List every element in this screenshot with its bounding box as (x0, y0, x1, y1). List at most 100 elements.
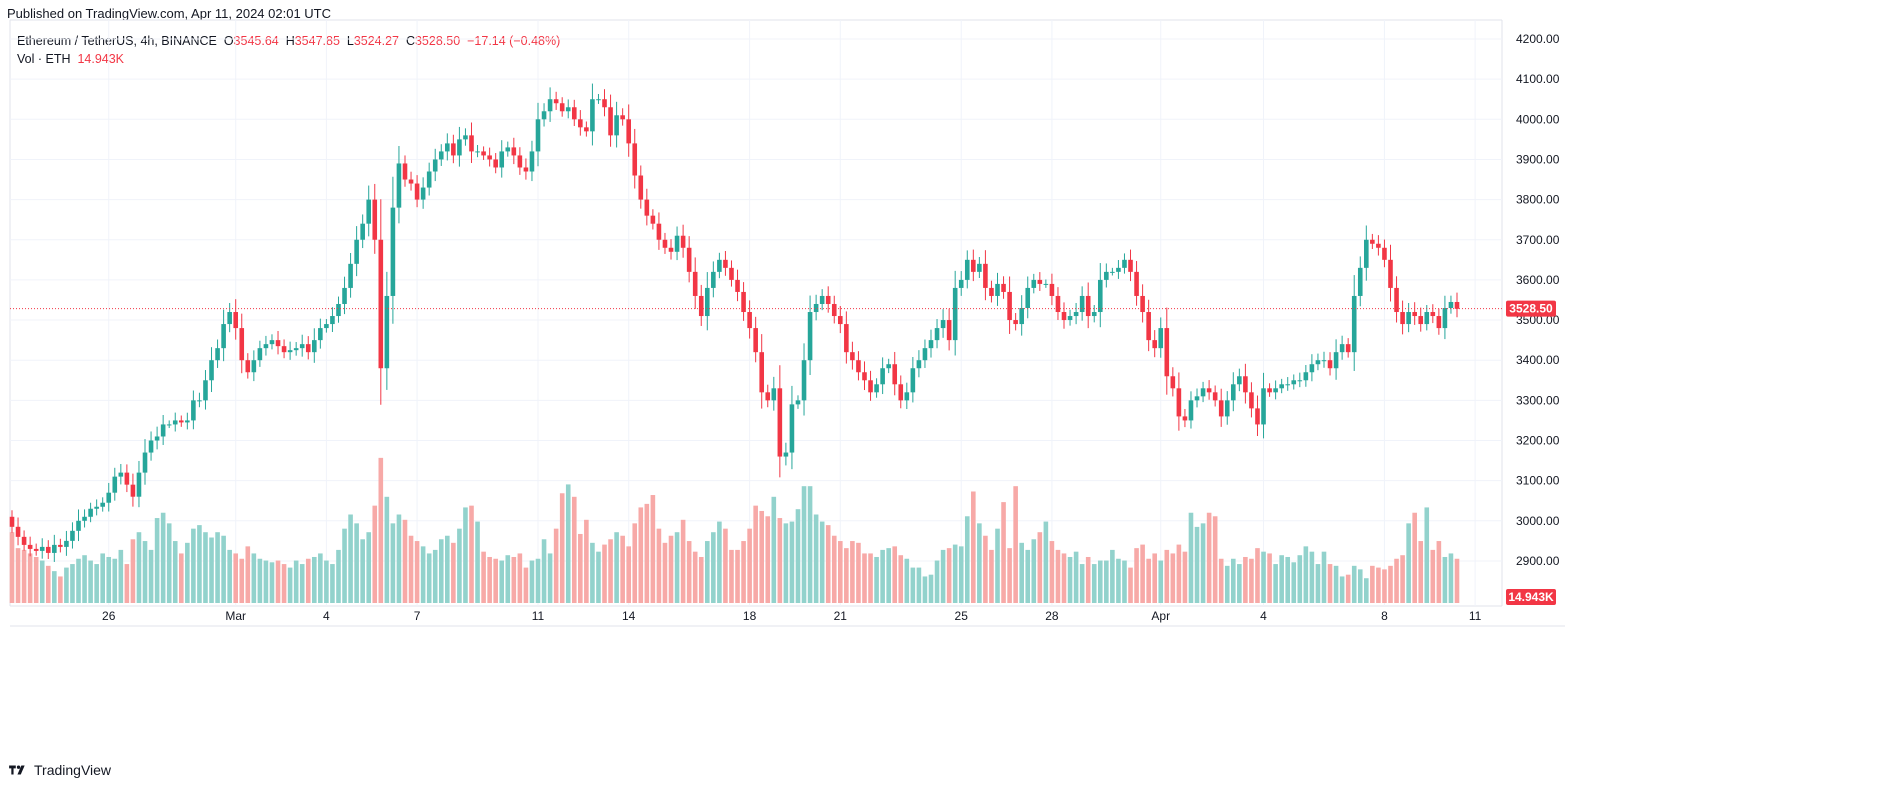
candle-body (239, 328, 245, 361)
volume-bar (1249, 558, 1254, 603)
volume-bar (318, 553, 323, 603)
volume-bar (662, 542, 668, 603)
volume-bar (1327, 564, 1333, 603)
volume-bar (1158, 560, 1164, 603)
candle (487, 147, 492, 167)
volume-bar (977, 523, 982, 603)
volume-bar (378, 457, 384, 603)
volume-bar (1152, 553, 1157, 603)
candle (185, 412, 190, 430)
candle-body (336, 303, 341, 317)
candle-body (1116, 267, 1121, 272)
candle-body (886, 364, 891, 369)
volume-bar (783, 523, 789, 603)
candle (281, 339, 287, 359)
candle (795, 395, 801, 409)
volume-bar (499, 560, 505, 603)
candle-body (142, 452, 148, 473)
candle-body (1224, 400, 1230, 417)
candle (420, 177, 426, 209)
volume-bar (330, 564, 335, 603)
candle (451, 134, 456, 164)
candle (1013, 313, 1018, 331)
price-tick-label: 3200.00 (1516, 434, 1560, 448)
candle-body (1267, 388, 1272, 393)
candle-body (940, 320, 946, 329)
candle-body (922, 348, 928, 361)
candle-body (844, 324, 849, 353)
candle (342, 276, 347, 315)
candle-body (1007, 291, 1012, 321)
volume-bar (45, 565, 51, 603)
candle (275, 330, 281, 355)
candle (330, 307, 335, 333)
candle (336, 296, 341, 323)
candle (1206, 380, 1212, 400)
candle (227, 302, 232, 333)
volume-bar (704, 541, 710, 603)
candlestick-chart[interactable]: 4200.00 4100.00 4000.00 3900.00 3800.00 3700.… (0, 0, 1883, 760)
candle (221, 309, 226, 362)
candle (1158, 317, 1164, 358)
volume-bar (650, 495, 656, 603)
candle (656, 212, 662, 250)
candle-body (656, 223, 662, 240)
volume-bar (819, 521, 825, 603)
candle-body (1249, 392, 1254, 409)
volume-bar (1243, 556, 1248, 603)
candle-body (632, 143, 638, 176)
candle (596, 94, 601, 104)
candle-body (1055, 295, 1061, 313)
volume-bar (1140, 544, 1145, 603)
candle (856, 351, 861, 381)
candle (971, 249, 976, 282)
volume-bar (1049, 541, 1055, 603)
volume-bar (680, 519, 686, 603)
volume-bar (620, 535, 625, 603)
candle (1261, 372, 1266, 439)
low-label: L (346, 34, 354, 48)
volume-bar (1333, 565, 1339, 603)
volume-bar (898, 555, 904, 603)
symbol-label[interactable]: Ethereum / TetherUS, 4h, BINANCE (17, 34, 217, 48)
candle (741, 282, 746, 321)
volume-bar (1073, 551, 1079, 603)
candle-body (650, 215, 656, 224)
candle (76, 509, 81, 542)
candle (1025, 276, 1031, 319)
volume-bar (166, 523, 172, 603)
candle-body (680, 235, 686, 248)
volume-bar (1176, 544, 1182, 603)
candle (753, 316, 758, 363)
candle (52, 534, 57, 562)
time-tick-label: Mar (225, 609, 246, 623)
candle (1430, 304, 1436, 324)
candle-body (342, 287, 347, 304)
volume-bar (215, 532, 220, 603)
candle (1001, 276, 1006, 299)
candle (553, 91, 559, 110)
candle (1267, 383, 1272, 397)
candle (1079, 286, 1085, 321)
candle (1019, 295, 1024, 336)
candle (505, 141, 511, 157)
candle (632, 128, 638, 189)
price-tick-label: 4100.00 (1516, 72, 1560, 86)
candle-body (644, 199, 650, 216)
candle-body (481, 151, 486, 156)
volume-bar (58, 576, 63, 603)
candle (324, 319, 329, 333)
footer-brand[interactable]: TradingView (8, 762, 111, 778)
volume-bar (299, 564, 305, 603)
candle (390, 176, 396, 324)
candle (348, 252, 353, 298)
volume-bar (287, 567, 293, 603)
volume-label[interactable]: Vol · ETH (17, 52, 71, 66)
candle-body (1315, 360, 1321, 365)
candle-body (1333, 352, 1339, 369)
volume-bar (638, 507, 644, 603)
candle-body (638, 175, 644, 200)
candle (668, 239, 674, 260)
candle (1061, 302, 1067, 329)
candle (717, 252, 722, 279)
